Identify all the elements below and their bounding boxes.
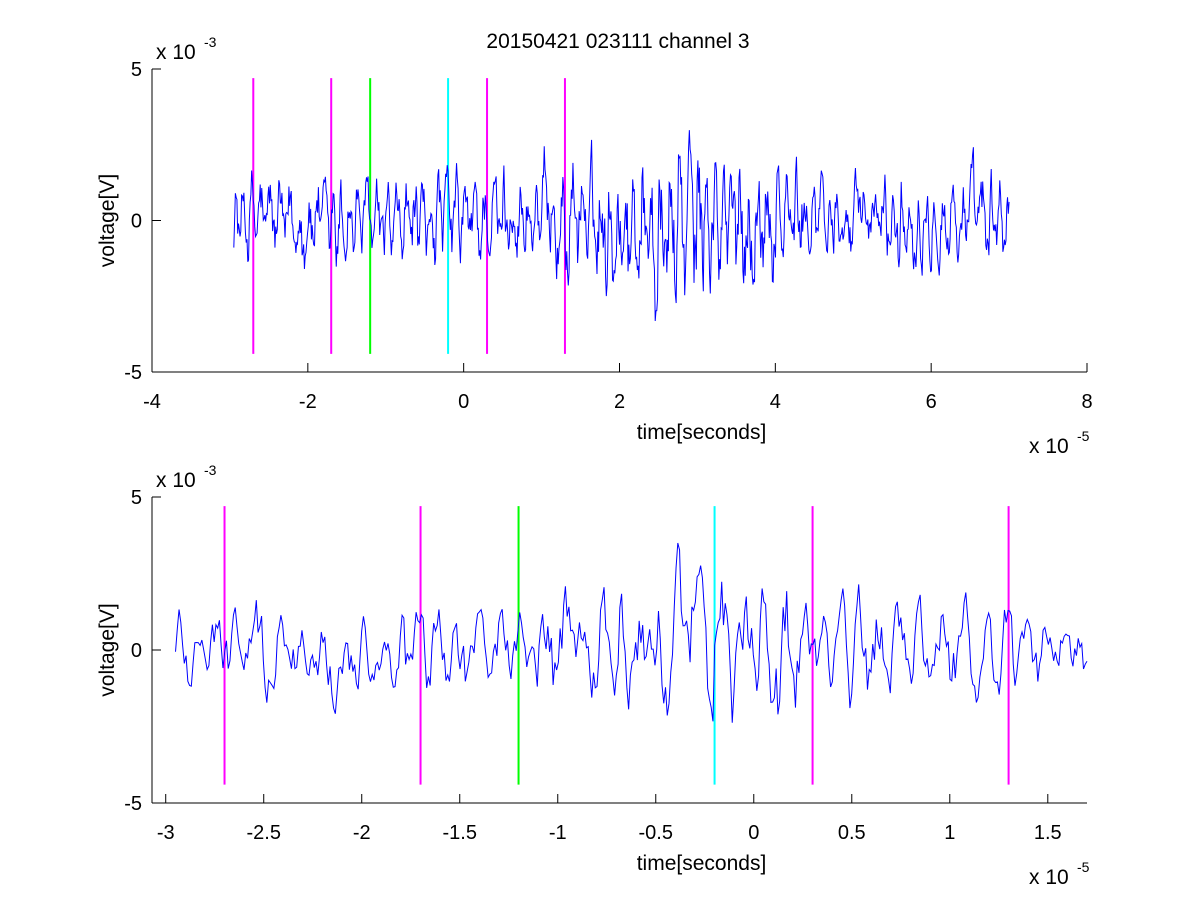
y-tick-label: 0 — [131, 640, 142, 662]
y-multiplier-exponent: -3 — [204, 462, 217, 478]
x-tick-label: 0 — [748, 822, 759, 844]
chart-title: 20150421 023111 channel 3 — [486, 30, 749, 53]
y-tick-label: -5 — [124, 793, 142, 815]
x-tick-label: 0 — [458, 391, 469, 413]
y-tick-label: 5 — [131, 487, 142, 509]
y-multiplier-exponent: -3 — [204, 34, 217, 50]
y-axis-label: voltage[V] — [96, 174, 119, 267]
x-axis-label: time[seconds] — [637, 852, 767, 875]
x-tick-label: -3 — [157, 822, 175, 844]
x-tick-label: -2 — [353, 822, 371, 844]
y-tick-label: 5 — [131, 59, 142, 81]
x-multiplier-base: x 10 — [1029, 866, 1069, 889]
y-tick-label: 0 — [131, 211, 142, 233]
y-multiplier-base: x 10 — [156, 41, 196, 64]
x-tick-label: -2 — [299, 391, 317, 413]
x-tick-label: -1 — [549, 822, 567, 844]
x-tick-label: 1.5 — [1034, 822, 1062, 844]
x-tick-label: 1 — [944, 822, 955, 844]
top-axes: -4 -2 0 2 4 6 8 -5 0 5 time[seconds] voltage[V] x 10… — [96, 34, 1093, 458]
x-axis-label: time[seconds] — [637, 421, 767, 444]
x-multiplier-exponent: -5 — [1077, 859, 1090, 875]
x-tick-label: 8 — [1081, 391, 1092, 413]
y-axis-label: voltage[V] — [96, 603, 119, 696]
x-tick-label: 4 — [770, 391, 781, 413]
x-tick-label: 6 — [926, 391, 937, 413]
y-multiplier-base: x 10 — [156, 469, 196, 492]
x-tick-label: -4 — [143, 391, 161, 413]
bottom-axes: -3 -2.5 -2 -1.5 -1 -0.5 0 0.5 1 1.5 -5 0 5 time[secon… — [96, 462, 1090, 889]
x-tick-label: 0.5 — [838, 822, 866, 844]
x-tick-label: 2 — [614, 391, 625, 413]
x-tick-label: -0.5 — [639, 822, 673, 844]
signal-line — [175, 542, 1088, 723]
x-multiplier-base: x 10 — [1029, 435, 1069, 458]
x-tick-label: -2.5 — [246, 822, 280, 844]
y-tick-label: -5 — [124, 362, 142, 384]
x-tick-label: -1.5 — [443, 822, 477, 844]
x-multiplier-exponent: -5 — [1077, 428, 1090, 444]
signal-line — [233, 130, 1010, 321]
